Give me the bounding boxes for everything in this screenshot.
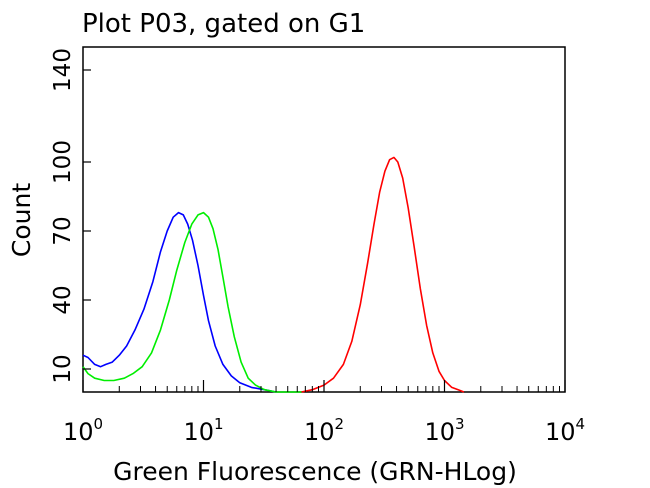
chart-title: Plot P03, gated on G1 xyxy=(82,9,365,39)
y-tick-label: 10 xyxy=(50,354,76,383)
y-tick-label: 70 xyxy=(50,216,76,245)
x-tick-label: 104 xyxy=(545,415,585,446)
x-tick-label: 103 xyxy=(424,415,464,446)
x-tick-label: 101 xyxy=(183,415,223,446)
x-axis-ticks: 100 101 102 103 104 xyxy=(63,380,585,446)
histogram-series-3 xyxy=(301,156,465,393)
histogram-series-2 xyxy=(82,211,302,393)
histogram-series-1 xyxy=(82,211,277,393)
y-tick-label: 140 xyxy=(50,48,76,92)
x-tick-label: 100 xyxy=(63,415,103,446)
x-tick-label: 102 xyxy=(304,415,344,446)
y-axis-ticks: 10 40 70 100 140 xyxy=(50,48,91,384)
y-axis-label: Count xyxy=(7,183,36,257)
plot-frame xyxy=(82,46,566,393)
x-axis-label: Green Fluorescence (GRN-HLog) xyxy=(113,457,517,486)
y-tick-label: 40 xyxy=(50,285,76,314)
series-layer xyxy=(82,156,465,393)
y-tick-label: 100 xyxy=(50,140,76,184)
